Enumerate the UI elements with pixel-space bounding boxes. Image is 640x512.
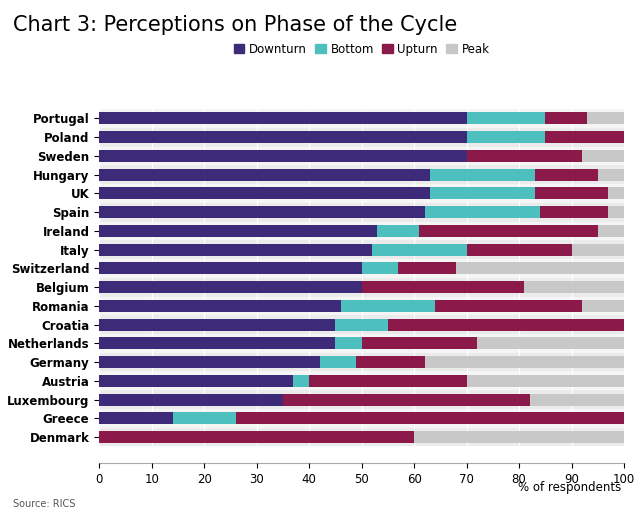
Bar [99, 431, 414, 443]
Bar [419, 225, 598, 237]
Bar [283, 394, 529, 406]
Bar [535, 187, 608, 200]
Bar [414, 431, 624, 443]
Bar [293, 375, 309, 387]
Bar [99, 222, 624, 240]
Bar [99, 409, 624, 428]
Text: Chart 3: Perceptions on Phase of the Cycle: Chart 3: Perceptions on Phase of the Cyc… [13, 15, 457, 35]
Bar [99, 112, 467, 124]
Bar [356, 356, 424, 368]
Bar [99, 146, 624, 165]
Bar [529, 394, 624, 406]
Legend: Downturn, Bottom, Upturn, Peak: Downturn, Bottom, Upturn, Peak [231, 40, 492, 58]
Bar [173, 412, 236, 424]
Bar [598, 168, 624, 181]
Bar [545, 131, 624, 143]
Bar [572, 244, 624, 255]
Bar [99, 131, 467, 143]
Bar [99, 168, 430, 181]
Bar [99, 390, 624, 409]
Bar [99, 109, 624, 128]
Bar [99, 428, 624, 446]
Bar [99, 353, 624, 372]
Bar [362, 262, 398, 274]
Bar [340, 300, 435, 312]
Bar [99, 334, 624, 353]
Bar [435, 300, 582, 312]
Bar [378, 225, 419, 237]
Bar [588, 112, 624, 124]
Bar [335, 337, 362, 350]
Bar [99, 318, 335, 331]
Bar [467, 244, 572, 255]
Bar [598, 225, 624, 237]
Bar [362, 281, 524, 293]
Bar [99, 240, 624, 259]
Bar [99, 372, 624, 390]
Bar [99, 394, 283, 406]
Bar [99, 165, 624, 184]
Bar [608, 206, 624, 218]
Bar [582, 300, 624, 312]
Bar [99, 259, 624, 278]
Bar [524, 281, 624, 293]
Bar [424, 356, 624, 368]
Bar [535, 168, 598, 181]
Bar [99, 225, 378, 237]
Bar [99, 203, 624, 222]
Bar [99, 278, 624, 296]
Bar [582, 150, 624, 162]
Bar [467, 150, 582, 162]
Bar [99, 356, 319, 368]
Bar [99, 337, 335, 350]
Bar [99, 150, 467, 162]
Bar [372, 244, 467, 255]
Bar [398, 262, 456, 274]
Bar [467, 112, 545, 124]
Bar [99, 128, 624, 146]
Bar [99, 300, 340, 312]
Bar [430, 187, 535, 200]
Bar [477, 337, 624, 350]
Bar [456, 262, 624, 274]
Bar [319, 356, 356, 368]
Bar [388, 318, 624, 331]
Bar [545, 112, 588, 124]
Bar [99, 375, 293, 387]
Bar [99, 187, 430, 200]
Text: % of respondents: % of respondents [518, 481, 621, 494]
Bar [335, 318, 388, 331]
Bar [99, 281, 362, 293]
Text: Source: RICS: Source: RICS [13, 499, 75, 509]
Bar [236, 412, 624, 424]
Bar [99, 244, 372, 255]
Bar [362, 337, 477, 350]
Bar [430, 168, 535, 181]
Bar [467, 375, 624, 387]
Bar [608, 187, 624, 200]
Bar [424, 206, 540, 218]
Bar [99, 412, 173, 424]
Bar [540, 206, 608, 218]
Bar [467, 131, 545, 143]
Bar [99, 184, 624, 203]
Bar [99, 206, 424, 218]
Bar [99, 315, 624, 334]
Bar [99, 262, 362, 274]
Bar [99, 296, 624, 315]
Bar [309, 375, 467, 387]
